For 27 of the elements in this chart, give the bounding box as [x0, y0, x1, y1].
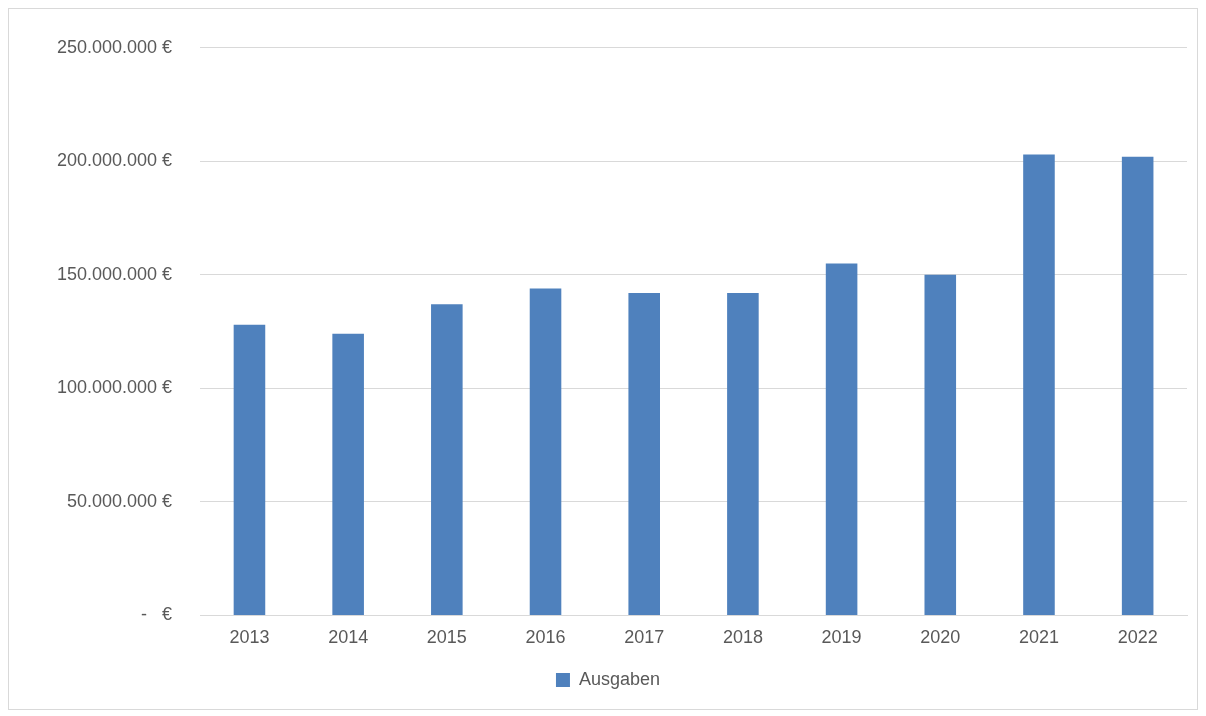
y-tick-label: 150.000.000 € [56, 263, 173, 284]
bar [233, 324, 266, 615]
x-tick-label: 2014 [328, 627, 369, 648]
x-tick-label: 2013 [229, 627, 270, 648]
bar [924, 274, 957, 615]
bar [1121, 156, 1154, 615]
bar [1023, 154, 1055, 615]
bar [529, 288, 562, 615]
x-tick-label: 2016 [525, 627, 566, 648]
bar [431, 304, 463, 615]
legend-label: Ausgaben [578, 668, 661, 689]
x-tick-label: 2017 [624, 627, 665, 648]
x-tick-label: 2015 [426, 627, 467, 648]
bar [332, 333, 364, 615]
x-tick-label: 2019 [821, 627, 862, 648]
x-tick-label: 2020 [920, 627, 961, 648]
bar [727, 293, 759, 615]
y-tick-label: 50.000.000 € [67, 490, 173, 511]
y-tick-label: 100.000.000 € [56, 377, 173, 398]
x-tick-label: 2021 [1018, 627, 1059, 648]
x-tick-label: 2018 [722, 627, 763, 648]
y-tick-label: 250.000.000 € [56, 36, 173, 57]
y-tick-label: 200.000.000 € [56, 150, 173, 171]
y-tick-label: - € [141, 604, 173, 625]
bar [628, 293, 660, 615]
x-tick-label: 2022 [1117, 627, 1158, 648]
bar [825, 263, 858, 615]
